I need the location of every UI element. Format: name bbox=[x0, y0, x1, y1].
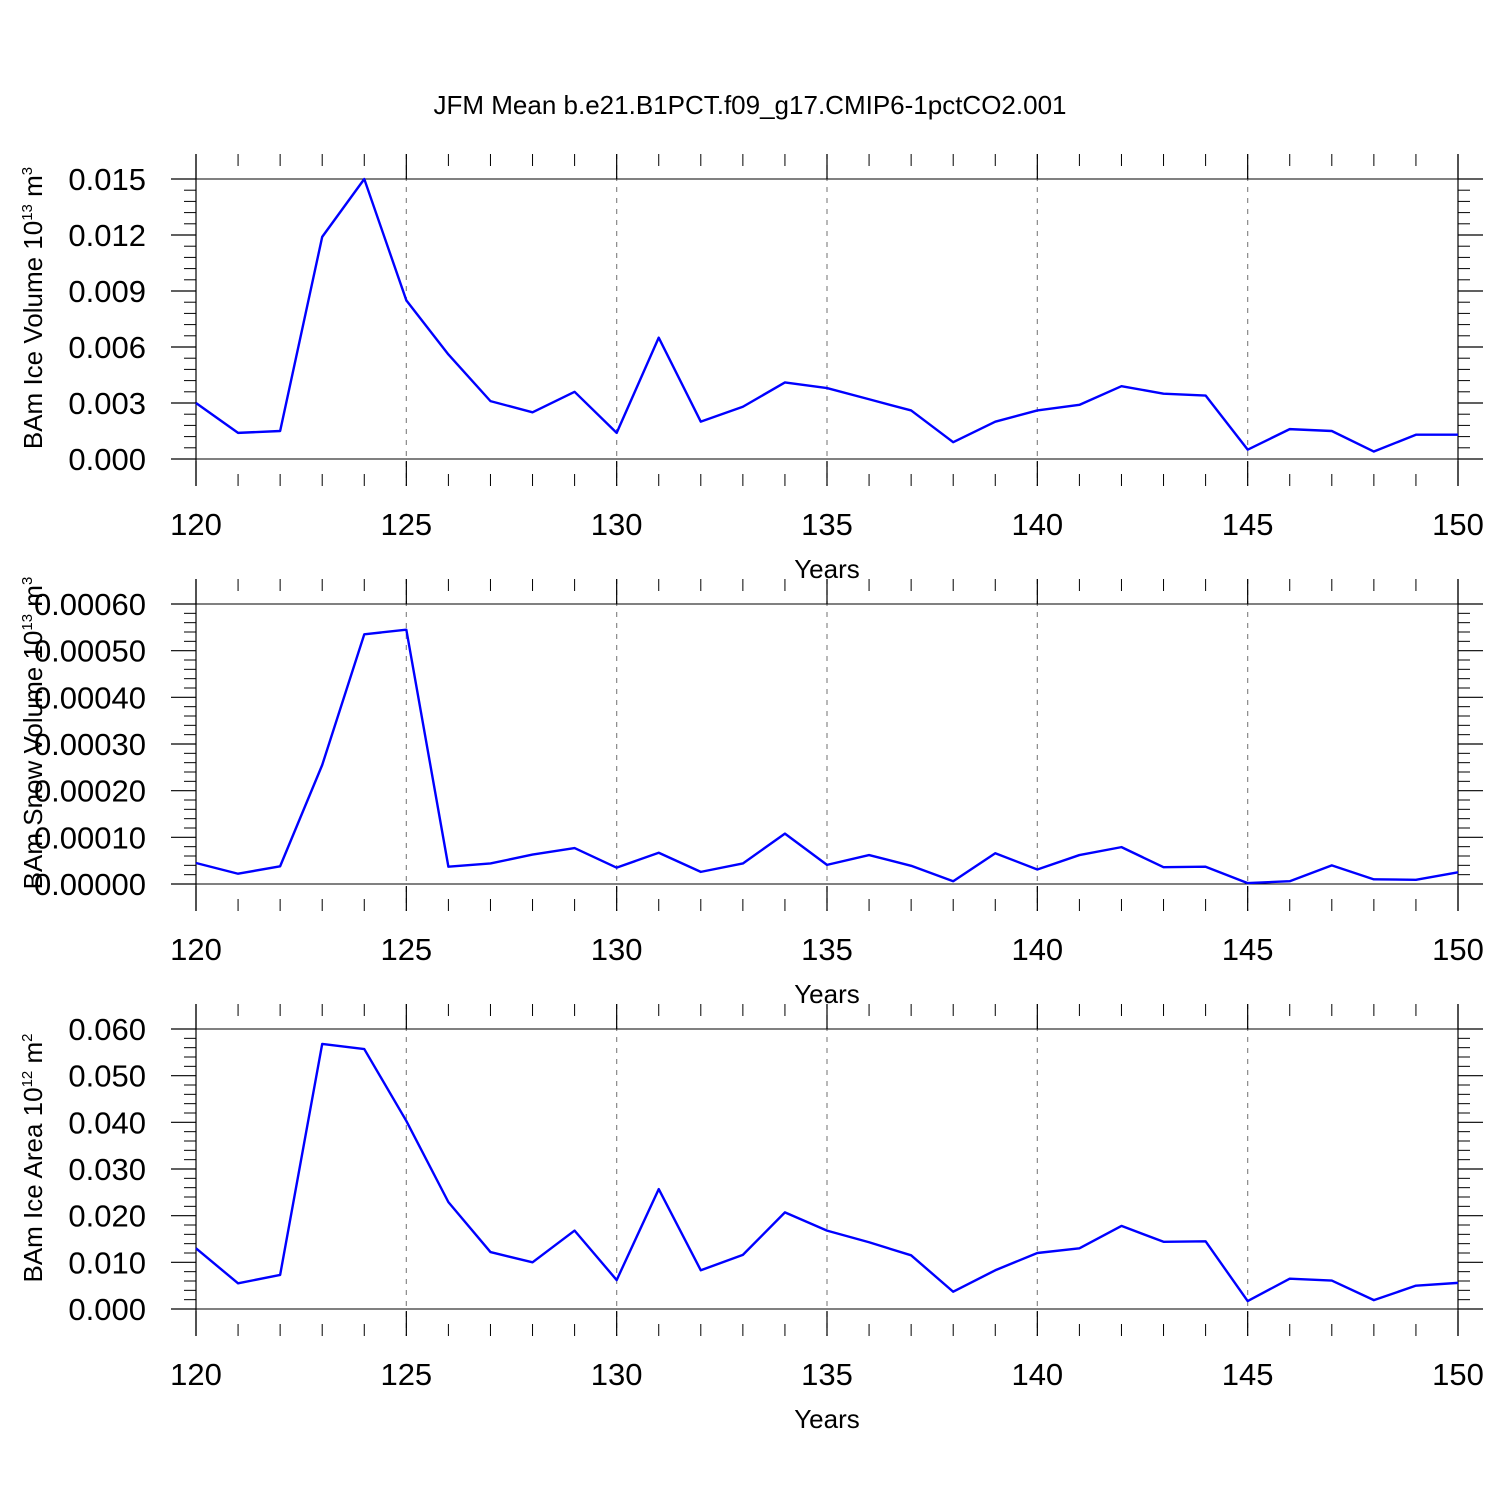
x-tick-label: 120 bbox=[170, 932, 222, 967]
y-tick-label: 0.000 bbox=[68, 1292, 146, 1327]
chart-panel-2: 0.00000 0.00010 0.00020 0.00030 0.00040 0.000… bbox=[18, 577, 1484, 1009]
y-tick-label: 0.00010 bbox=[34, 820, 146, 855]
x-tick-label: 145 bbox=[1222, 932, 1274, 967]
x-tick-label: 135 bbox=[801, 1357, 853, 1392]
x-tick-label: 125 bbox=[380, 507, 432, 542]
x-tick-label: 140 bbox=[1011, 507, 1063, 542]
y-axis-title: BAm Snow Volume 1013 m3 bbox=[18, 577, 48, 890]
y-tick-label: 0.060 bbox=[68, 1012, 146, 1047]
y-tick-label: 0.000 bbox=[68, 442, 146, 477]
x-tick-label: 145 bbox=[1222, 507, 1274, 542]
y-tick-label: 0.00020 bbox=[34, 774, 146, 809]
y-tick-label: 0.00050 bbox=[34, 634, 146, 669]
x-tick-label: 130 bbox=[591, 932, 643, 967]
x-tick-label: 140 bbox=[1011, 1357, 1063, 1392]
chart-panel-3: 0.000 0.010 0.020 0.030 0.040 0.050 0.060 120 12… bbox=[18, 1004, 1484, 1434]
x-axis-title: Years bbox=[794, 1404, 860, 1434]
chart-panel-1: 0.000 0.003 0.006 0.009 0.012 0.015 120 125 130 1… bbox=[18, 154, 1484, 584]
x-tick-label: 150 bbox=[1432, 1357, 1484, 1392]
x-tick-label: 125 bbox=[380, 932, 432, 967]
x-tick-label: 145 bbox=[1222, 1357, 1274, 1392]
x-tick-label: 120 bbox=[170, 507, 222, 542]
y-tick-label: 0.00060 bbox=[34, 587, 146, 622]
y-tick-label: 0.040 bbox=[68, 1105, 146, 1140]
x-tick-label: 130 bbox=[591, 507, 643, 542]
x-tick-label: 135 bbox=[801, 932, 853, 967]
y-tick-label: 0.050 bbox=[68, 1059, 146, 1094]
y-tick-label: 0.009 bbox=[68, 274, 146, 309]
y-tick-label: 0.003 bbox=[68, 386, 146, 421]
y-tick-label: 0.012 bbox=[68, 218, 146, 253]
y-tick-label: 0.006 bbox=[68, 330, 146, 365]
x-tick-label: 120 bbox=[170, 1357, 222, 1392]
y-tick-label: 0.020 bbox=[68, 1199, 146, 1234]
x-tick-label: 140 bbox=[1011, 932, 1063, 967]
y-tick-label: 0.030 bbox=[68, 1152, 146, 1187]
y-tick-label: 0.00040 bbox=[34, 680, 146, 715]
y-tick-label: 0.00000 bbox=[34, 867, 146, 902]
x-tick-label: 135 bbox=[801, 507, 853, 542]
y-axis-title: BAm Ice Area 1012 m2 bbox=[18, 1033, 48, 1282]
x-tick-label: 130 bbox=[591, 1357, 643, 1392]
y-axis-title: BAm Ice Volume 1013 m3 bbox=[18, 167, 48, 449]
y-tick-label: 0.00030 bbox=[34, 727, 146, 762]
y-tick-label: 0.010 bbox=[68, 1245, 146, 1280]
x-tick-label: 150 bbox=[1432, 932, 1484, 967]
x-tick-label: 150 bbox=[1432, 507, 1484, 542]
x-tick-label: 125 bbox=[380, 1357, 432, 1392]
figure-title: JFM Mean b.e21.B1PCT.f09_g17.CMIP6-1pctC… bbox=[434, 90, 1067, 120]
y-tick-label: 0.015 bbox=[68, 162, 146, 197]
